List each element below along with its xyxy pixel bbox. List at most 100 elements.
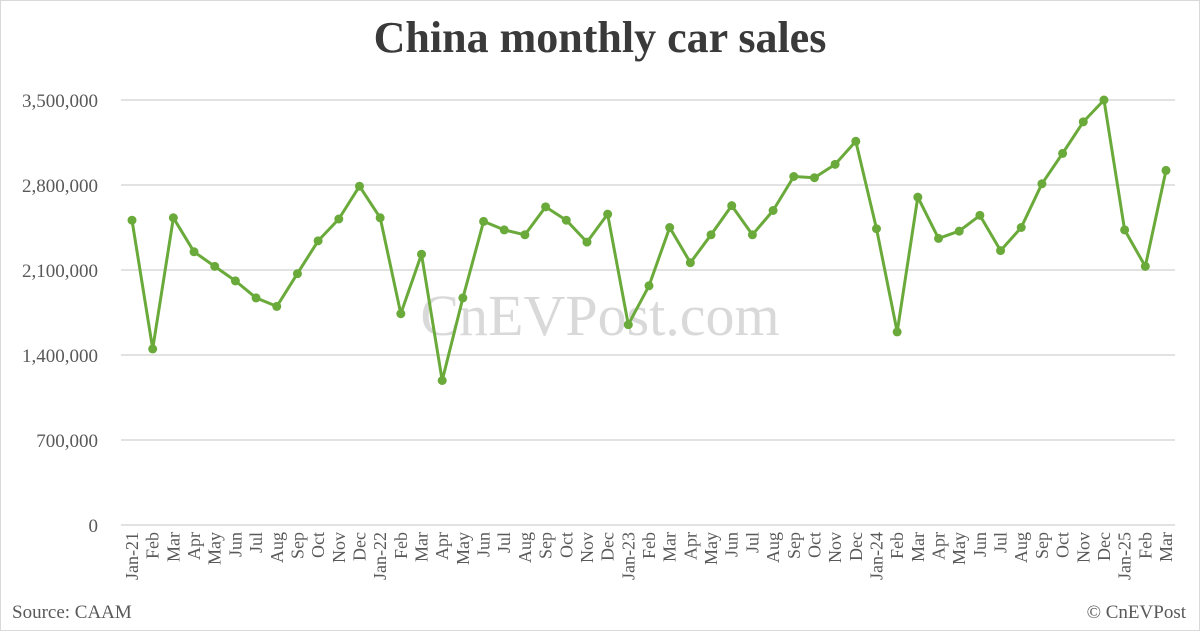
x-tick-label: Oct bbox=[1053, 532, 1073, 558]
x-tick-label: Nov bbox=[577, 532, 597, 563]
x-tick-label: Jun bbox=[225, 532, 245, 557]
copyright-note: © CnEVPost bbox=[1086, 602, 1186, 623]
x-tick-label: Mar bbox=[412, 532, 432, 562]
x-tick-label: Sep bbox=[287, 532, 307, 559]
data-point bbox=[582, 237, 592, 247]
x-tick-label: Jul bbox=[742, 532, 762, 553]
x-tick-label: Oct bbox=[804, 532, 824, 558]
x-tick-label: Sep bbox=[536, 532, 556, 559]
x-tick-label: Aug bbox=[515, 532, 535, 563]
data-point bbox=[210, 261, 220, 271]
x-tick-label: Feb bbox=[639, 532, 659, 559]
data-point bbox=[334, 214, 344, 224]
x-tick-label: Jan-25 bbox=[1115, 532, 1135, 580]
x-tick-label: Aug bbox=[763, 532, 783, 563]
data-point bbox=[375, 213, 385, 223]
data-point bbox=[1140, 261, 1150, 271]
x-tick-label: Apr bbox=[184, 532, 204, 560]
data-point bbox=[313, 236, 323, 246]
x-tick-label: Jan-23 bbox=[618, 532, 638, 580]
x-tick-label: Oct bbox=[556, 532, 576, 558]
x-tick-label: May bbox=[453, 532, 473, 565]
data-point bbox=[127, 215, 137, 225]
data-point bbox=[520, 230, 530, 240]
x-tick-label: Apr bbox=[432, 532, 452, 560]
y-tick-label: 3,500,000 bbox=[22, 91, 98, 112]
data-point bbox=[292, 269, 302, 279]
x-tick-label: Apr bbox=[929, 532, 949, 560]
data-point bbox=[168, 213, 178, 223]
data-point bbox=[892, 327, 902, 337]
data-point bbox=[789, 172, 799, 181]
data-point bbox=[1058, 148, 1068, 158]
chart-title: China monthly car sales bbox=[373, 13, 827, 62]
y-tick-label: 700,000 bbox=[36, 431, 98, 452]
data-point bbox=[706, 230, 716, 240]
data-point bbox=[148, 344, 158, 354]
data-point bbox=[913, 192, 923, 202]
data-point bbox=[747, 230, 757, 240]
x-tick-label: May bbox=[949, 532, 969, 565]
data-point bbox=[665, 223, 675, 232]
data-point bbox=[851, 136, 861, 146]
x-tick-label: Feb bbox=[1135, 532, 1155, 559]
x-tick-label: Jul bbox=[246, 532, 266, 553]
data-point bbox=[561, 215, 571, 225]
x-tick-label: Jun bbox=[970, 532, 990, 557]
x-tick-label: Nov bbox=[329, 532, 349, 563]
source-note: Source: CAAM bbox=[12, 602, 132, 623]
data-point bbox=[1120, 225, 1130, 235]
data-point bbox=[541, 202, 551, 212]
x-tick-label: Aug bbox=[267, 532, 287, 563]
data-point bbox=[975, 210, 985, 220]
data-point bbox=[230, 276, 240, 286]
x-tick-label: Nov bbox=[825, 532, 845, 563]
data-point bbox=[272, 301, 282, 311]
x-tick-label: Mar bbox=[163, 532, 183, 562]
data-point bbox=[603, 209, 613, 219]
data-point bbox=[458, 293, 468, 303]
data-point bbox=[644, 281, 654, 291]
x-tick-label: Jun bbox=[474, 532, 494, 557]
x-tick-label: Dec bbox=[349, 532, 369, 561]
data-points bbox=[127, 95, 1171, 385]
y-tick-label: 2,800,000 bbox=[22, 176, 98, 197]
x-tick-label: Jan-21 bbox=[122, 532, 142, 580]
x-tick-label: Mar bbox=[908, 532, 928, 562]
x-tick-label: Jun bbox=[722, 532, 742, 557]
x-tick-label: Jan-24 bbox=[866, 532, 886, 580]
x-tick-label: Apr bbox=[680, 532, 700, 560]
data-point bbox=[685, 258, 695, 268]
watermark: CnEVPost.com bbox=[420, 283, 779, 348]
y-axis-labels: 0 700,000 1,400,000 2,100,000 2,800,000 3,500… bbox=[22, 91, 98, 537]
data-point bbox=[479, 216, 489, 226]
y-tick-label: 1,400,000 bbox=[22, 346, 98, 367]
x-tick-label: Feb bbox=[887, 532, 907, 559]
data-point bbox=[437, 376, 447, 385]
x-tick-label: Nov bbox=[1073, 532, 1093, 563]
data-point bbox=[1037, 179, 1047, 189]
data-point bbox=[1099, 95, 1109, 105]
x-tick-label: Sep bbox=[1032, 532, 1052, 559]
data-point bbox=[396, 309, 406, 319]
data-point bbox=[1078, 117, 1088, 127]
data-point bbox=[354, 181, 364, 191]
data-point bbox=[768, 206, 778, 215]
x-tick-label: Jul bbox=[494, 532, 514, 553]
x-tick-label: Dec bbox=[1094, 532, 1114, 561]
x-tick-label: Feb bbox=[391, 532, 411, 559]
x-tick-label: Sep bbox=[784, 532, 804, 559]
x-tick-label: Jul bbox=[991, 532, 1011, 553]
x-tick-label: Mar bbox=[1156, 532, 1176, 562]
data-point bbox=[499, 225, 509, 235]
x-tick-label: Oct bbox=[308, 532, 328, 558]
data-point bbox=[830, 159, 840, 169]
data-point bbox=[727, 201, 737, 211]
data-point bbox=[623, 320, 633, 330]
x-tick-label: Dec bbox=[846, 532, 866, 561]
data-point bbox=[189, 247, 199, 257]
x-tick-label: Dec bbox=[598, 532, 618, 561]
x-tick-label: Jan-22 bbox=[370, 532, 390, 580]
